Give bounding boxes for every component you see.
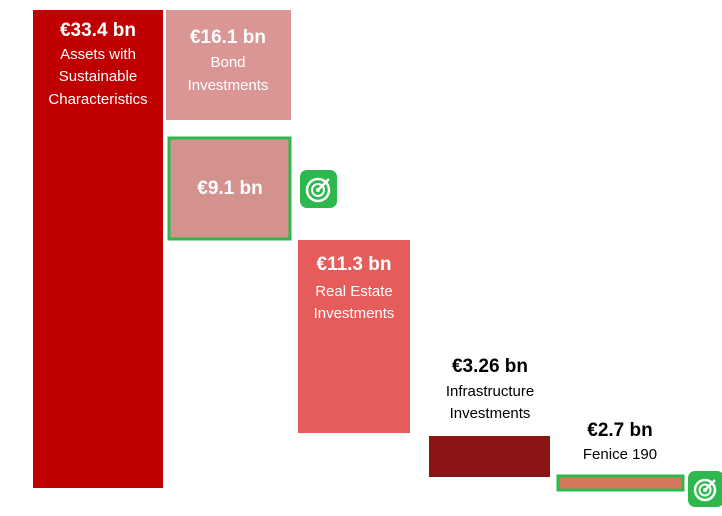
description: Investments: [188, 77, 269, 94]
value-label: €11.3 bn: [317, 254, 392, 275]
description: Investments: [450, 405, 531, 422]
target-icon: [300, 170, 337, 208]
value-label: €9.1 bn: [197, 178, 262, 199]
description: Bond: [210, 54, 245, 71]
fenice-bar: [556, 474, 685, 492]
infrastructure-bar: [429, 436, 550, 477]
target-icon: [688, 471, 722, 507]
bond-sub-box: [167, 136, 292, 241]
description: Real Estate: [315, 283, 393, 300]
description: Fenice 190: [583, 446, 657, 463]
assets-bar: [33, 10, 163, 488]
description: Characteristics: [48, 91, 147, 108]
description: Assets with: [60, 46, 136, 63]
description: Sustainable: [59, 68, 137, 85]
description: Infrastructure: [446, 383, 534, 400]
value-label: €3.26 bn: [452, 356, 528, 377]
real-estate-bar: [298, 240, 410, 433]
value-label: €2.7 bn: [587, 420, 652, 441]
value-label: €16.1 bn: [190, 27, 266, 48]
bond-bar: [166, 10, 291, 120]
value-label: €33.4 bn: [60, 20, 136, 41]
description: Investments: [314, 305, 395, 322]
